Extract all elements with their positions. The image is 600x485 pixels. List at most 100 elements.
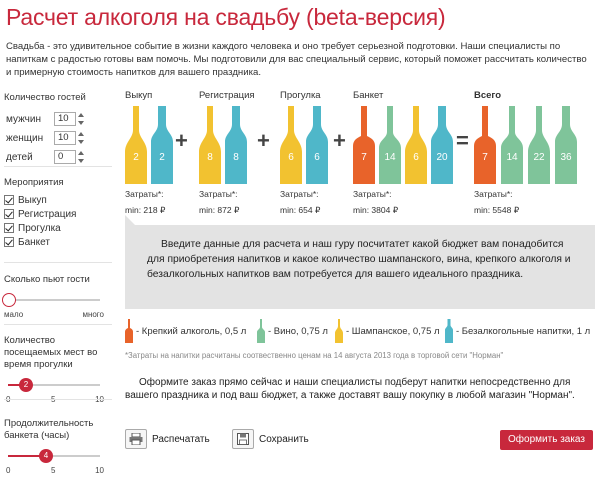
bottle-count: 6 <box>413 152 419 163</box>
slider-handle[interactable] <box>2 293 16 307</box>
price-footnote: *Затраты на напитки расчитаны соотвестве… <box>125 351 504 360</box>
men-stepper[interactable] <box>77 112 85 126</box>
slider-handle[interactable]: 4 <box>39 449 53 463</box>
equals-operator: = <box>456 128 469 153</box>
slider-track <box>8 299 100 301</box>
save-label[interactable]: Сохранить <box>259 433 309 445</box>
stage-label-walk: Прогулка <box>280 90 321 101</box>
kids-input[interactable]: 0 <box>54 150 76 164</box>
scale-tick: 5 <box>51 466 56 475</box>
legend-item-strong: - Крепкий алкоголь, 0,5 л <box>125 318 246 344</box>
print-button[interactable]: Распечатать <box>125 428 210 450</box>
slider-track <box>8 384 100 386</box>
women-label: женщин <box>6 132 44 144</box>
kids-row: детей 0 <box>4 149 112 165</box>
event-checkbox-banquet[interactable]: Банкет <box>4 235 112 249</box>
women-input[interactable]: 10 <box>54 131 76 145</box>
sidebar-divider <box>4 324 112 325</box>
stage-label-vykup: Выкуп <box>125 90 153 101</box>
banquet-section: Продолжительность банкета (часы) 4 0 5 1… <box>4 418 112 478</box>
walk-places-slider[interactable]: 2 <box>4 375 104 395</box>
printer-icon[interactable] <box>125 429 147 449</box>
bottle-count: 6 <box>314 152 320 163</box>
bottle-calculator: Выкуп 2 2 + Затраты*: min: 218 ₽ Регистра… <box>125 90 595 225</box>
bottle-count: 22 <box>533 152 545 163</box>
cost-value: min: 872 ₽ <box>199 205 240 215</box>
event-checkbox-registration[interactable]: Регистрация <box>4 207 112 221</box>
banquet-header: Продолжительность банкета (часы) <box>4 418 94 441</box>
checkbox-checked-icon[interactable] <box>4 195 14 205</box>
strong-alcohol-bottle-icon: 7 <box>474 106 496 187</box>
women-stepper[interactable] <box>77 131 85 145</box>
walk-places-section: Количество посещаемых мест во время прог… <box>4 335 112 407</box>
slider-fill <box>8 384 26 386</box>
champagne-bottle-icon <box>335 319 343 343</box>
order-button[interactable]: Оформить заказ <box>500 430 593 450</box>
soft-drink-bottle-icon <box>445 319 453 343</box>
cost-value: min: 3804 ₽ <box>353 205 399 215</box>
bottle-count: 6 <box>288 152 294 163</box>
legend-label: - Крепкий алкоголь, 0,5 л <box>136 325 247 337</box>
stage-label-registration: Регистрация <box>199 90 255 101</box>
cost-label: Затраты*: <box>280 189 319 199</box>
wine-bottle-icon: 14 <box>501 106 523 187</box>
plus-operator: + <box>333 128 346 153</box>
checkbox-checked-icon[interactable] <box>4 223 14 233</box>
men-row: мужчин 10 <box>4 111 112 127</box>
cost-label: Затраты*: <box>353 189 392 199</box>
order-text: Оформите заказ прямо сейчас и наши специ… <box>125 377 575 401</box>
bottle-count: 36 <box>560 152 572 163</box>
page-title: Расчет алкоголя на свадьбу (beta-версия) <box>6 4 446 30</box>
men-input[interactable]: 10 <box>54 112 76 126</box>
legend-label: - Вино, 0,75 л <box>268 325 328 337</box>
events-header: Мероприятия <box>4 177 64 188</box>
soft-drink-bottle-icon: 8 <box>225 106 247 187</box>
bottle-count: 14 <box>506 152 518 163</box>
guests-section: Количество гостей мужчин 10 женщин 10 де… <box>4 92 112 165</box>
bottle-count: 7 <box>482 152 488 163</box>
cost-value: min: 218 ₽ <box>125 205 166 215</box>
soft-drink-bottle-icon: 6 <box>306 106 328 187</box>
banquet-scale: 0 5 10 <box>4 466 108 478</box>
women-row: женщин 10 <box>4 130 112 146</box>
kids-stepper[interactable] <box>77 150 85 164</box>
save-button[interactable]: Сохранить <box>232 428 309 450</box>
slider-handle[interactable]: 2 <box>19 378 33 392</box>
drinking-scale: мало много <box>4 310 108 322</box>
sidebar-divider <box>4 399 112 400</box>
scale-min-label: мало <box>4 310 24 319</box>
cost-value: min: 5548 ₽ <box>474 205 520 215</box>
sidebar-divider <box>4 166 112 167</box>
event-label: Выкуп <box>18 194 47 206</box>
intro-text: Свадьба - это удивительное событие в жиз… <box>6 41 587 78</box>
checkbox-checked-icon[interactable] <box>4 209 14 219</box>
plus-operator: + <box>175 128 188 153</box>
event-checkbox-vykup[interactable]: Выкуп <box>4 193 112 207</box>
wine-bottle-icon <box>257 319 265 343</box>
strong-alcohol-bottle-icon: 7 <box>353 106 375 187</box>
legend-label: - Безалкогольные напитки, 1 л <box>456 325 591 337</box>
bottle-count: 20 <box>436 152 448 163</box>
champagne-bottle-icon: 6 <box>405 106 427 187</box>
checkbox-checked-icon[interactable] <box>4 237 14 247</box>
event-label: Банкет <box>18 236 50 248</box>
stage-cost-walk: Затраты*: min: 654 ₽ <box>280 186 320 218</box>
champagne-bottle-icon: 6 <box>280 106 302 187</box>
drinking-slider[interactable] <box>2 290 104 310</box>
legend-item-soft: - Безалкогольные напитки, 1 л <box>445 318 590 344</box>
event-label: Регистрация <box>18 208 77 220</box>
floppy-disk-icon[interactable] <box>232 429 254 449</box>
scale-tick: 0 <box>6 466 11 475</box>
soft-drink-bottle-icon: 36 <box>555 106 577 187</box>
guests-header: Количество гостей <box>4 92 86 103</box>
print-label[interactable]: Распечатать <box>152 433 210 445</box>
legend-item-champagne: - Шампанское, 0,75 л <box>335 318 440 344</box>
banquet-slider[interactable]: 4 <box>4 446 104 466</box>
event-checkbox-walk[interactable]: Прогулка <box>4 221 112 235</box>
kids-label: детей <box>6 151 33 163</box>
bottle-count: 2 <box>159 152 165 163</box>
bottle-count: 2 <box>133 152 139 163</box>
stage-label-banquet: Банкет <box>353 90 384 101</box>
cost-label: Затраты*: <box>474 189 513 199</box>
cost-label: Затраты*: <box>125 189 164 199</box>
